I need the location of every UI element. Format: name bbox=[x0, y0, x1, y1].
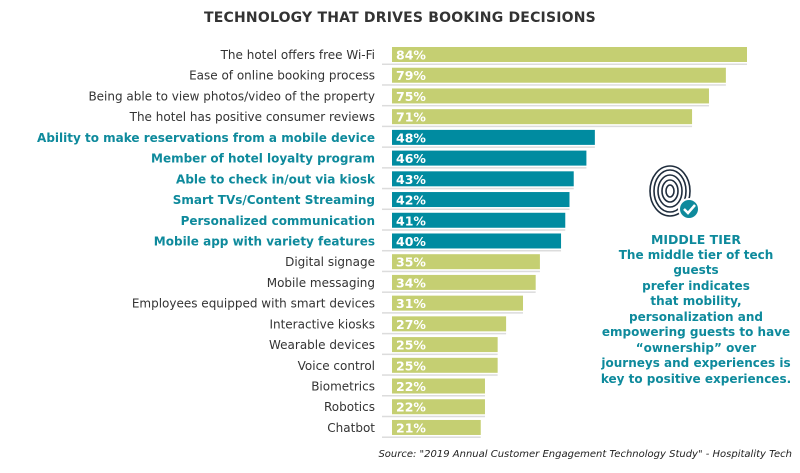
bar bbox=[392, 47, 747, 62]
data-label: 21% bbox=[396, 420, 426, 435]
chart-title: TECHNOLOGY THAT DRIVES BOOKING DECISIONS bbox=[204, 10, 596, 26]
callout-line: “ownership” over bbox=[635, 340, 757, 355]
fingerprint-check-icon bbox=[649, 165, 700, 220]
bar-shadow bbox=[382, 104, 709, 107]
callout-line: prefer indicates bbox=[642, 278, 750, 293]
callout-line: journeys and experiences is bbox=[601, 356, 791, 370]
data-label: 75% bbox=[396, 89, 426, 104]
bar-shadow bbox=[382, 146, 595, 148]
data-label: 27% bbox=[396, 317, 426, 332]
bar bbox=[392, 129, 595, 145]
data-label: 84% bbox=[396, 48, 426, 63]
bar-shadow bbox=[382, 187, 574, 190]
bar bbox=[392, 399, 485, 415]
bar bbox=[392, 212, 566, 228]
data-label: 35% bbox=[396, 255, 426, 270]
callout-title: MIDDLE TIER bbox=[650, 232, 742, 247]
bar-shadow bbox=[382, 167, 587, 169]
bar bbox=[392, 233, 562, 249]
source-note: Source: "2019 Annual Customer Engagement… bbox=[378, 449, 792, 460]
bar-shadow bbox=[382, 270, 540, 273]
category-label: The hotel has positive consumer reviews bbox=[129, 110, 375, 124]
category-label: Employees equipped with smart devices bbox=[132, 297, 375, 311]
bar bbox=[392, 295, 524, 311]
callout-line: The middle tier of tech guests bbox=[618, 247, 774, 278]
data-label: 22% bbox=[396, 379, 426, 394]
bar-shadow bbox=[382, 63, 747, 65]
category-label: Able to check in/out via kiosk bbox=[176, 172, 376, 186]
data-label: 48% bbox=[396, 130, 426, 145]
category-label: Mobile app with variety features bbox=[154, 234, 375, 248]
category-label: Voice control bbox=[298, 359, 375, 373]
category-label: Mobile messaging bbox=[267, 276, 375, 290]
callout-line: key to positive experiences. bbox=[600, 371, 792, 386]
bar bbox=[392, 88, 709, 104]
bar-shadow bbox=[382, 291, 536, 293]
bar bbox=[392, 378, 485, 394]
data-label: 46% bbox=[396, 151, 426, 166]
data-label: 25% bbox=[396, 338, 426, 353]
category-label: Robotics bbox=[324, 400, 375, 414]
category-label: The hotel offers free Wi-Fi bbox=[220, 48, 375, 62]
bar-shadow bbox=[382, 374, 498, 376]
bar-shadow bbox=[382, 415, 485, 418]
bar bbox=[392, 254, 540, 270]
data-label: 71% bbox=[396, 110, 426, 125]
category-label: Smart TVs/Content Streaming bbox=[173, 193, 375, 207]
bar bbox=[392, 337, 498, 353]
category-label: Member of hotel loyalty program bbox=[151, 152, 375, 166]
data-label: 43% bbox=[396, 172, 426, 187]
data-label: 40% bbox=[396, 234, 426, 249]
bar bbox=[392, 67, 726, 83]
category-label: Interactive kiosks bbox=[269, 317, 375, 331]
bar bbox=[392, 316, 507, 332]
bar-shadow bbox=[382, 229, 566, 231]
callout-line: empowering guests to have bbox=[601, 325, 791, 339]
bar-shadow bbox=[382, 353, 498, 356]
bar bbox=[392, 274, 536, 290]
data-label: 41% bbox=[396, 213, 426, 228]
category-label: Chatbot bbox=[327, 421, 375, 435]
bar-shadow bbox=[382, 125, 693, 128]
bar bbox=[392, 357, 498, 373]
bar-shadow bbox=[382, 436, 481, 438]
category-label: Biometrics bbox=[311, 380, 375, 394]
bar bbox=[392, 109, 693, 125]
data-label: 79% bbox=[396, 68, 426, 83]
data-label: 22% bbox=[396, 400, 426, 415]
data-label: 34% bbox=[396, 275, 426, 290]
bar bbox=[392, 171, 574, 187]
bar bbox=[392, 419, 481, 435]
category-label: Being able to view photos/video of the p… bbox=[88, 89, 375, 103]
category-label: Personalized communication bbox=[181, 214, 375, 228]
bar-shadow bbox=[382, 332, 507, 335]
bar bbox=[392, 192, 570, 208]
data-label: 31% bbox=[396, 296, 426, 311]
category-label: Ease of online booking process bbox=[189, 69, 375, 83]
bar-shadow bbox=[382, 249, 562, 252]
category-label: Wearable devices bbox=[269, 338, 375, 352]
bar bbox=[392, 150, 587, 166]
middle-tier-callout: MIDDLE TIER The middle tier of tech gues… bbox=[596, 232, 796, 387]
bar-shadow bbox=[382, 395, 485, 397]
callout-line: personalization and bbox=[628, 309, 764, 324]
bar-shadow bbox=[382, 208, 570, 211]
data-label: 25% bbox=[396, 358, 426, 373]
category-label: Ability to make reservations from a mobi… bbox=[37, 131, 375, 145]
data-label: 42% bbox=[396, 193, 426, 208]
bar-shadow bbox=[382, 312, 524, 314]
category-label: Digital signage bbox=[285, 255, 375, 269]
bar-shadow bbox=[382, 84, 726, 86]
callout-line: that mobility, bbox=[650, 294, 742, 308]
